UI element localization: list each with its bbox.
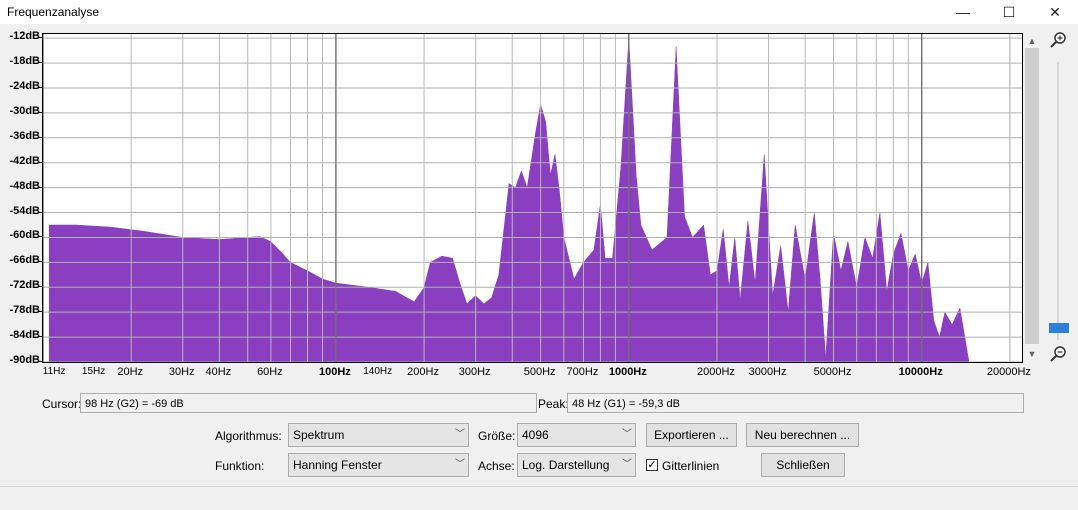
y-tick-label: -54dB [9, 204, 40, 217]
close-button[interactable]: Schließen [761, 453, 845, 477]
axis-select[interactable]: Log. Darstellung ﹀ [517, 453, 636, 477]
y-tick-label: -60dB [9, 229, 40, 242]
x-tick-label: 11Hz [42, 366, 66, 377]
spectrum-svg [43, 34, 1022, 362]
title-bar [0, 0, 1078, 24]
y-tick-mark [38, 286, 42, 288]
vertical-scrollbar-thumb[interactable] [1025, 48, 1039, 344]
x-tick-label: 1000Hz [608, 366, 647, 378]
y-tick-mark [38, 136, 42, 138]
maximize-button[interactable]: ☐ [1002, 4, 1016, 20]
y-tick-label: -84dB [9, 329, 40, 342]
function-select[interactable]: Hanning Fenster ﹀ [288, 453, 469, 477]
y-tick-label: -90dB [9, 354, 40, 366]
y-tick-label: -72dB [9, 279, 40, 292]
y-tick-label: -18dB [9, 55, 40, 68]
y-tick-label: -48dB [9, 179, 40, 192]
size-select[interactable]: 4096 ﹀ [517, 423, 636, 447]
y-tick-mark [38, 211, 42, 213]
y-tick-label: -30dB [9, 104, 40, 117]
x-tick-label: 30Hz [168, 366, 195, 378]
scroll-down-arrow-icon[interactable]: ▼ [1027, 349, 1037, 359]
y-tick-label: -78dB [9, 304, 40, 317]
y-tick-mark [38, 186, 42, 188]
gridlines-label: Gitterlinien [662, 459, 720, 473]
y-tick-mark [38, 161, 42, 163]
y-tick-label: -36dB [9, 129, 40, 142]
cursor-readout: 98 Hz (G2) = -69 dB [80, 393, 537, 413]
status-bar [0, 486, 1078, 510]
y-tick-mark [38, 111, 42, 113]
checkmark-icon: ✓ [647, 459, 657, 471]
algorithm-value: Spektrum [293, 428, 345, 442]
spectrum-plot[interactable] [42, 33, 1023, 363]
y-tick-label: -42dB [9, 154, 40, 167]
zoom-slider-track[interactable] [1057, 62, 1059, 340]
x-tick-label: 60Hz [257, 366, 283, 378]
y-tick-mark [38, 311, 42, 313]
y-tick-mark [38, 62, 42, 64]
peak-readout: 48 Hz (G1) = -59,3 dB [567, 393, 1024, 413]
zoom-out-icon[interactable] [1048, 344, 1068, 364]
chevron-down-icon: ﹀ [455, 459, 465, 470]
function-value: Hanning Fenster [293, 458, 382, 472]
x-tick-label: 2000Hz [697, 366, 735, 378]
x-tick-label: 10000Hz [898, 366, 943, 378]
export-button[interactable]: Exportieren ... [646, 423, 737, 447]
x-tick-label: 20000Hz [986, 366, 1031, 378]
recalculate-button[interactable]: Neu berechnen ... [746, 423, 859, 447]
gridlines-checkbox[interactable]: ✓ [646, 459, 658, 471]
window-title: Frequenzanalyse [7, 5, 100, 19]
x-tick-label: 100Hz [318, 366, 351, 378]
x-tick-label: 15Hz [81, 366, 106, 377]
y-tick-label: -24dB [9, 79, 40, 92]
algorithm-select[interactable]: Spektrum ﹀ [288, 423, 469, 447]
x-tick-label: 40Hz [205, 366, 232, 378]
x-tick-label: 700Hz [566, 366, 599, 378]
scroll-up-arrow-icon[interactable]: ▲ [1027, 36, 1037, 46]
y-tick-mark [38, 86, 42, 88]
cursor-label: Cursor: [42, 397, 82, 411]
chevron-down-icon: ﹀ [622, 429, 632, 440]
close-window-button[interactable]: ✕ [1049, 4, 1061, 20]
peak-label: Peak: [538, 397, 569, 411]
y-tick-mark [38, 336, 42, 338]
x-tick-label: 5000Hz [813, 366, 852, 378]
y-tick-mark [38, 236, 42, 238]
x-tick-label: 3000Hz [748, 366, 787, 378]
size-label: Größe: [478, 429, 516, 443]
size-value: 4096 [522, 428, 549, 442]
x-tick-label: 140Hz [363, 366, 393, 377]
y-tick-mark [38, 37, 42, 39]
x-tick-label: 500Hz [523, 366, 556, 378]
y-tick-label: -66dB [9, 254, 40, 267]
axis-label: Achse: [478, 459, 515, 473]
zoom-slider-thumb[interactable] [1049, 323, 1069, 333]
x-tick-label: 200Hz [407, 366, 439, 378]
zoom-in-icon[interactable] [1048, 30, 1068, 50]
y-tick-mark [38, 361, 42, 362]
x-tick-label: 20Hz [117, 366, 144, 378]
y-tick-mark [38, 261, 42, 263]
chevron-down-icon: ﹀ [455, 429, 465, 440]
y-tick-label: -12dB [9, 30, 40, 43]
spectrum-area [48, 38, 970, 362]
chevron-down-icon: ﹀ [622, 459, 632, 470]
minimize-button[interactable]: — [956, 4, 970, 20]
axis-value: Log. Darstellung [522, 458, 610, 472]
function-label: Funktion: [215, 459, 265, 473]
algorithm-label: Algorithmus: [215, 429, 282, 443]
x-tick-label: 300Hz [458, 366, 491, 378]
